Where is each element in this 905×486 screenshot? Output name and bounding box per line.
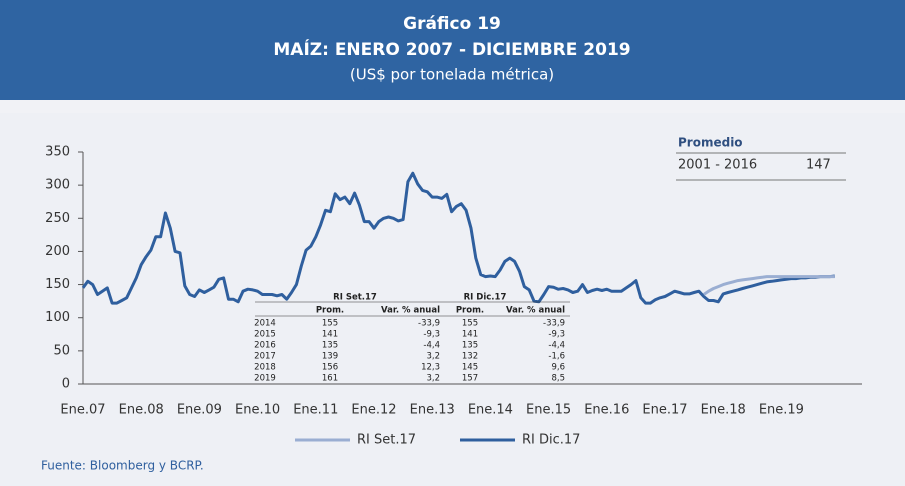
y-tick-label: 350 — [45, 145, 70, 160]
table-cell: 2017 — [254, 352, 276, 362]
promedio-period: 2001 - 2016 — [678, 158, 757, 173]
header — [0, 0, 905, 100]
table-cell: 141 — [322, 330, 338, 340]
y-tick-label: 100 — [45, 310, 70, 325]
legend-label: RI Dic.17 — [522, 433, 580, 448]
table-header: Var. % anual — [381, 306, 440, 316]
x-tick-label: Ene.15 — [526, 403, 571, 418]
series-line — [81, 171, 835, 305]
table-cell: 8,5 — [551, 374, 565, 384]
series-line — [702, 275, 835, 296]
x-tick-label: Ene.14 — [468, 403, 513, 418]
table-cell: 145 — [462, 363, 478, 373]
x-tick-label: Ene.10 — [235, 403, 280, 418]
y-tick-label: 300 — [45, 178, 70, 193]
table-header: Prom. — [456, 306, 484, 316]
x-tick-label: Ene.13 — [410, 403, 455, 418]
y-tick-label: 0 — [62, 377, 70, 392]
table-cell: -9,3 — [423, 330, 440, 340]
x-tick-label: Ene.11 — [293, 403, 338, 418]
table-cell: 2014 — [254, 319, 276, 329]
table-cell: 12,3 — [421, 363, 440, 373]
y-tick-label: 250 — [45, 211, 70, 226]
table-cell: 3,2 — [426, 374, 440, 384]
table-header: Prom. — [316, 306, 344, 316]
x-tick-label: Ene.19 — [759, 403, 804, 418]
x-tick-label: Ene.18 — [701, 403, 746, 418]
table-group: RI Dic.17 — [464, 293, 507, 303]
x-tick-label: Ene.17 — [642, 403, 687, 418]
y-tick-label: 150 — [45, 277, 70, 292]
x-tick-label: Ene.16 — [584, 403, 629, 418]
units: (US$ por tonelada métrica) — [350, 66, 554, 84]
table-cell: -33,9 — [418, 319, 440, 329]
source: Fuente: Bloomberg y BCRP. — [41, 459, 204, 473]
table-cell: 139 — [322, 352, 338, 362]
legend-label: RI Set.17 — [357, 433, 416, 448]
table-cell: 132 — [462, 352, 478, 362]
table-cell: 2018 — [254, 363, 276, 373]
chart-subtitle: MAÍZ: ENERO 2007 - DICIEMBRE 2019 — [273, 38, 630, 60]
table-cell: 3,2 — [426, 352, 440, 362]
table-header: Var. % anual — [506, 306, 565, 316]
table-cell: -4,4 — [548, 341, 565, 351]
table-cell: 9,6 — [551, 363, 565, 373]
x-tick-label: Ene.07 — [60, 403, 105, 418]
y-tick-label: 200 — [45, 244, 70, 259]
x-tick-label: Ene.08 — [119, 403, 164, 418]
table-cell: 135 — [462, 341, 478, 351]
table-cell: 141 — [462, 330, 478, 340]
promedio-title: Promedio — [678, 136, 743, 150]
y-tick-label: 50 — [53, 343, 70, 358]
table-cell: 157 — [462, 374, 478, 384]
table-cell: 2015 — [254, 330, 276, 340]
x-tick-label: Ene.09 — [177, 403, 222, 418]
table-cell: 161 — [322, 374, 338, 384]
panel — [0, 113, 905, 486]
table-group: RI Set.17 — [333, 293, 377, 303]
table-cell: 155 — [462, 319, 478, 329]
table-cell: 135 — [322, 341, 338, 351]
table-cell: -9,3 — [548, 330, 565, 340]
table-cell: 155 — [322, 319, 338, 329]
x-tick-label: Ene.12 — [351, 403, 396, 418]
table-cell: 156 — [322, 363, 338, 373]
table-cell: 2019 — [254, 374, 276, 384]
chart-title: Gráfico 19 — [403, 14, 501, 34]
table-cell: -1,6 — [548, 352, 565, 362]
table-cell: 2016 — [254, 341, 276, 351]
table-cell: -33,9 — [543, 319, 565, 329]
table-cell: -4,4 — [423, 341, 440, 351]
promedio-value: 147 — [806, 158, 831, 173]
